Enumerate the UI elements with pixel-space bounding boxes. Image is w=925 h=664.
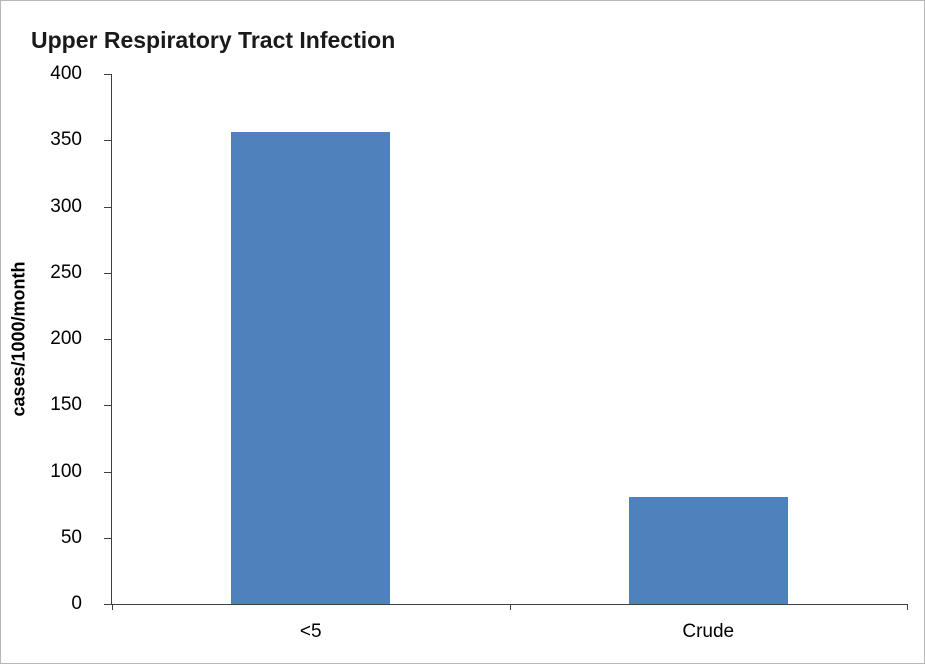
y-tick-label: 50	[60, 526, 82, 548]
plot-area: 0 50 100 150 200 250 300 350 400 <5 Crude	[50, 63, 908, 642]
x-tick-mark	[112, 604, 113, 610]
y-tick-label: 250	[50, 261, 82, 283]
y-tick-mark	[104, 140, 111, 142]
y-tick-label: 0	[71, 593, 82, 614]
y-tick-label: 200	[50, 328, 82, 349]
y-tick-mark	[104, 471, 111, 473]
y-tick-mark	[104, 206, 111, 208]
x-category-label: <5	[299, 621, 322, 642]
chart-title: Upper Respiratory Tract Infection	[31, 27, 396, 53]
y-tick-label: 400	[50, 63, 82, 84]
y-tick-label: 150	[50, 394, 82, 416]
y-tick-mark	[104, 537, 111, 539]
x-tick-mark	[907, 604, 908, 610]
y-tick-mark	[104, 339, 111, 340]
y-tick-label: 300	[50, 195, 82, 217]
y-tick-label: 350	[50, 129, 82, 151]
y-tick-label: 100	[50, 460, 82, 482]
y-tick-mark	[104, 604, 111, 605]
y-tick-mark	[104, 74, 111, 75]
bar	[629, 497, 788, 604]
x-category-label: Crude	[682, 621, 735, 642]
x-tick-mark	[510, 604, 511, 610]
y-tick-mark	[104, 405, 111, 407]
bar	[231, 132, 390, 604]
y-tick-mark	[104, 272, 111, 274]
